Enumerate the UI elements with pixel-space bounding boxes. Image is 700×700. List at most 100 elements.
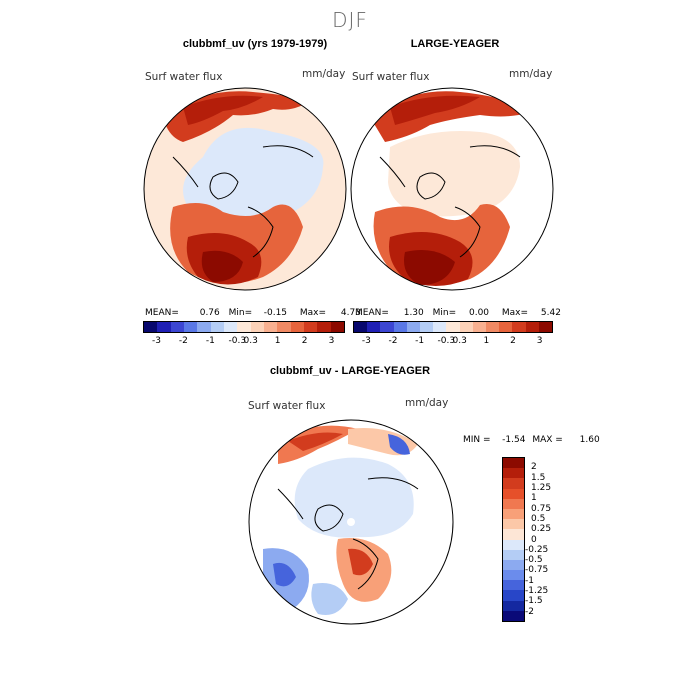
colorbar-swatch [503,539,524,550]
right-polar-map [350,87,554,291]
diff-polar-map [248,419,454,625]
colorbar-swatch [170,322,184,332]
colorbar-label: 0 [531,534,537,545]
colorbar-label: 0.5 [531,513,546,524]
colorbar-swatch [263,322,278,332]
map-region-north-pacific-core [183,95,263,125]
left-mean-label: MEAN= [145,308,179,318]
colorbar-tick-label: -1 [205,336,215,346]
left-mean-value: 0.76 [199,308,220,318]
map-region-europe-max [348,548,373,576]
left-units-label: mm/day [302,68,346,80]
colorbar-tick-label: -2 [388,336,398,346]
diff-variable-label: Surf water flux [248,400,326,412]
colorbar-label: 1.5 [531,472,546,483]
colorbar-label: -0.25 [525,544,549,555]
colorbar-swatch [237,322,251,332]
coastline-greenland [209,172,239,200]
colorbar-swatch [503,570,524,581]
map-region-arctic [183,127,324,222]
map-region-north-atlantic-max [201,250,243,282]
colorbar-swatch [503,488,524,499]
colorbar-swatch [157,322,171,332]
diff-max-value: 1.60 [579,435,600,445]
diff-stats: MIN = -1.54 MAX = 1.60 [463,435,600,445]
coastline-europe [247,206,274,258]
coastline-greenland [314,504,344,532]
colorbar-swatch [317,322,331,332]
diff-colorbar [502,457,525,622]
colorbar-swatch [503,508,524,520]
left-panel-title: clubbmf_uv (yrs 1979-1979) [182,38,328,50]
colorbar-label: -0.5 [525,555,543,566]
diff-max-label: MAX = [532,435,563,445]
left-max-label: Max= [299,308,327,318]
colorbar-swatch [197,322,211,332]
colorbar-label: 0.75 [531,503,552,514]
right-stats: MEAN= 1.30 Min= 0.00 Max= 5.42 [355,308,561,318]
colorbar-tick-label: 1 [274,336,281,346]
colorbar-swatch [538,322,553,332]
left-min-value: -0.15 [263,308,288,318]
diff-panel-title: clubbmf_uv - LARGE-YEAGER [269,365,431,377]
colorbar-swatch [210,322,224,332]
colorbar-tick-label: 1 [483,336,490,346]
colorbar-swatch [503,610,524,621]
colorbar-swatch [503,529,524,540]
colorbar-swatch [223,322,238,332]
left-colorbar [143,321,345,333]
diff-min-value: -1.54 [502,435,526,445]
colorbar-swatch [499,322,513,332]
colorbar-swatch [290,322,304,332]
right-min-value: 0.00 [468,308,490,318]
left-min-label: Min= [228,308,253,318]
map-boundary-circle [350,87,554,291]
colorbar-swatch [525,322,539,332]
colorbar-swatch [503,580,524,591]
colorbar-swatch [503,478,524,489]
colorbar-swatch [367,322,381,332]
colorbar-tick-label: -1 [415,336,425,346]
colorbar-swatch [446,322,460,332]
coastline-greenland [416,172,446,200]
map-boundary-circle [248,419,454,625]
coastline-europe [352,538,379,590]
right-variable-label: Surf water flux [352,71,430,83]
colorbar-tick-label: -0.3 [228,336,247,346]
map-region-arctic [388,131,520,217]
left-max-value: 4.73 [340,308,361,318]
map-region-north-atlantic-max [404,249,455,285]
map-region-north-pacific-core [288,432,343,451]
map-region-arctic [294,457,414,538]
colorbar-label: 1 [531,493,537,504]
right-mean-value: 1.30 [403,308,424,318]
colorbar-label: 0.25 [531,524,552,535]
page-title: DJF [332,8,368,32]
pole-marker [347,518,355,526]
colorbar-swatch [277,322,291,332]
left-colorbar-ticks: -3 -2 -1 -0.3 0.3 1 2 3 [143,336,345,348]
left-stats: MEAN= 0.76 Min= -0.15 Max= 4.73 [145,308,361,318]
colorbar-tick-label: -0.3 [437,336,456,346]
coastline-canada [277,488,304,520]
colorbar-swatch [472,322,487,332]
colorbar-label: -1.5 [525,596,543,607]
colorbar-swatch [503,590,524,601]
colorbar-tick-label: 0.3 [243,336,258,346]
right-min-label: Min= [432,308,457,318]
right-panel-title: LARGE-YEAGER [410,38,500,50]
colorbar-swatch [393,322,407,332]
colorbar-swatch [503,458,524,469]
map-region-atlantic-neg-south [311,583,348,615]
coastline-europe [454,206,481,258]
colorbar-swatch [380,322,394,332]
coastline-siberia [262,145,314,158]
colorbar-label: -2 [525,606,534,617]
right-max-value: 5.42 [540,308,561,318]
colorbar-swatch [303,322,318,332]
right-colorbar [353,321,553,333]
right-colorbar-ticks: -3 -2 -1 -0.3 0.3 1 2 3 [353,336,553,348]
colorbar-label: 1.25 [531,482,552,493]
colorbar-label: -1 [525,575,534,586]
colorbar-swatch [144,322,158,332]
